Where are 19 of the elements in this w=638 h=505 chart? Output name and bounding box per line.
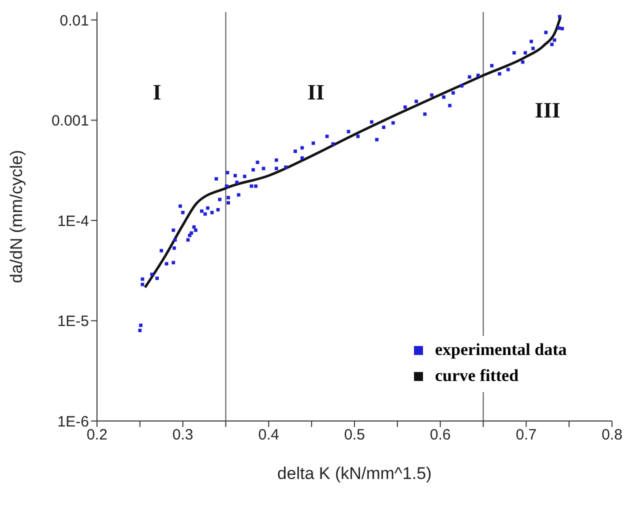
- x-tick-label: 0.4: [258, 426, 280, 444]
- legend-label: curve fitted: [435, 366, 519, 386]
- y-tick-label: 1E-4: [57, 212, 89, 230]
- y-tick-label: 0.01: [60, 12, 89, 30]
- x-tick-label: 0.5: [344, 426, 365, 444]
- x-tick-label: 0.3: [172, 426, 194, 444]
- x-tick-label: 0.6: [430, 426, 451, 444]
- legend-label: experimental data: [435, 340, 567, 360]
- y-tick-label: 1E-5: [57, 313, 89, 330]
- x-tick-label: 0.2: [86, 426, 108, 444]
- annotation: II: [307, 80, 324, 105]
- x-tick-label: 0.7: [516, 426, 537, 444]
- x-tick-label: 0.8: [602, 426, 622, 444]
- y-tick-label: 0.001: [51, 112, 89, 130]
- x-axis-title: delta K (kN/mm^1.5): [277, 464, 432, 483]
- annotation: I: [152, 80, 162, 105]
- y-tick-label: 1E-6: [57, 413, 89, 430]
- annotation: III: [534, 97, 560, 122]
- y-axis-title: da/dN (mm/cycle): [7, 150, 26, 284]
